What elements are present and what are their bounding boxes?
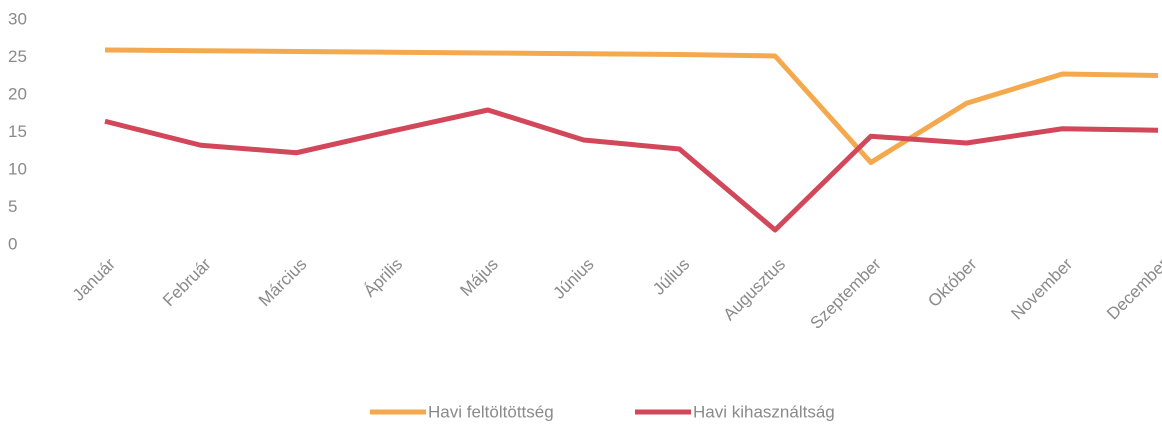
series-line [104,47,1159,165]
y-tick-label: 15 [8,122,27,141]
y-tick-label: 20 [8,84,27,103]
x-tick-label: Április [360,255,406,301]
x-tick-label: Március [255,255,311,311]
series-line [104,107,1159,233]
x-tick-label: Február [159,254,215,310]
x-tick-label: Június [549,255,597,303]
y-tick-label: 10 [8,159,27,178]
x-tick-label: Május [456,255,502,301]
x-tick-label: Szeptember [807,254,885,332]
x-tick-label: Augusztus [720,255,790,325]
x-tick-label: December [1103,254,1162,323]
x-tick-label: November [1007,254,1076,323]
y-tick-label: 25 [8,47,27,66]
x-tick-label: Július [649,255,693,299]
legend-label: Havi feltöltöttség [428,402,554,421]
x-tick-label: Január [69,254,119,304]
x-tick-label: Október [924,254,980,310]
y-tick-label: 30 [8,9,27,28]
y-tick-label: 5 [8,197,17,216]
y-tick-label: 0 [8,234,17,253]
legend-label: Havi kihasználtság [693,402,835,421]
